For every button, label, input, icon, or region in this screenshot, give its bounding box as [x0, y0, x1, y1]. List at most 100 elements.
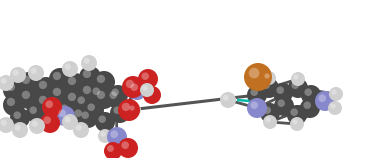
Circle shape: [107, 145, 114, 152]
Circle shape: [18, 72, 40, 94]
Circle shape: [93, 71, 115, 93]
Circle shape: [28, 65, 44, 81]
Circle shape: [10, 67, 26, 83]
Circle shape: [76, 125, 82, 131]
Circle shape: [291, 81, 299, 89]
Circle shape: [7, 83, 15, 91]
Circle shape: [68, 93, 76, 101]
Circle shape: [250, 101, 258, 109]
Circle shape: [65, 64, 71, 70]
Circle shape: [39, 96, 47, 104]
Circle shape: [10, 108, 30, 128]
Circle shape: [106, 88, 126, 108]
Circle shape: [13, 111, 21, 119]
Circle shape: [113, 106, 121, 114]
Circle shape: [110, 130, 118, 138]
Circle shape: [138, 69, 158, 89]
Circle shape: [98, 129, 112, 143]
Circle shape: [292, 119, 298, 125]
Circle shape: [146, 89, 153, 96]
Circle shape: [32, 121, 38, 127]
Circle shape: [276, 86, 284, 94]
Circle shape: [3, 79, 25, 101]
Circle shape: [74, 93, 94, 113]
Circle shape: [29, 118, 45, 134]
Circle shape: [127, 80, 147, 100]
Circle shape: [3, 94, 25, 116]
Circle shape: [65, 117, 71, 123]
Circle shape: [0, 117, 14, 133]
Circle shape: [126, 80, 134, 88]
Circle shape: [71, 106, 91, 126]
Circle shape: [97, 75, 105, 83]
Circle shape: [49, 84, 71, 106]
Circle shape: [12, 122, 28, 138]
Circle shape: [62, 114, 78, 130]
Circle shape: [263, 115, 277, 129]
Circle shape: [22, 91, 30, 99]
Circle shape: [287, 105, 307, 125]
Circle shape: [304, 101, 311, 109]
Circle shape: [98, 115, 106, 123]
Circle shape: [79, 82, 101, 104]
Circle shape: [83, 70, 91, 78]
Circle shape: [129, 105, 135, 111]
Circle shape: [87, 103, 95, 111]
Circle shape: [130, 83, 138, 91]
Circle shape: [223, 95, 229, 101]
Circle shape: [143, 85, 148, 91]
Circle shape: [68, 77, 76, 85]
Circle shape: [304, 88, 312, 96]
Circle shape: [247, 85, 267, 105]
Circle shape: [118, 138, 138, 158]
Circle shape: [143, 86, 161, 104]
Circle shape: [62, 61, 78, 77]
Circle shape: [249, 68, 259, 78]
Circle shape: [293, 74, 299, 80]
Circle shape: [107, 127, 127, 147]
Circle shape: [35, 77, 57, 99]
Circle shape: [81, 111, 89, 119]
Circle shape: [84, 100, 104, 120]
Circle shape: [277, 99, 285, 107]
Circle shape: [73, 122, 89, 138]
Circle shape: [74, 109, 82, 117]
Circle shape: [13, 70, 19, 76]
Circle shape: [121, 141, 129, 149]
Circle shape: [274, 96, 294, 116]
Circle shape: [262, 81, 270, 89]
Circle shape: [127, 103, 141, 117]
Circle shape: [315, 91, 335, 111]
Circle shape: [1, 78, 7, 84]
Circle shape: [77, 96, 85, 104]
Circle shape: [49, 68, 71, 90]
Circle shape: [300, 98, 320, 118]
Circle shape: [329, 87, 343, 101]
Circle shape: [288, 78, 308, 98]
Circle shape: [97, 91, 105, 99]
Circle shape: [45, 100, 53, 108]
Circle shape: [122, 103, 130, 111]
Circle shape: [141, 72, 149, 80]
Circle shape: [118, 99, 140, 121]
Circle shape: [78, 108, 98, 128]
Circle shape: [53, 88, 61, 96]
Circle shape: [140, 83, 154, 97]
Circle shape: [301, 85, 321, 105]
Circle shape: [42, 97, 62, 117]
Circle shape: [53, 72, 61, 80]
Circle shape: [15, 125, 21, 131]
Circle shape: [260, 103, 280, 123]
Circle shape: [93, 87, 115, 109]
Circle shape: [290, 108, 298, 116]
Circle shape: [43, 116, 51, 124]
Circle shape: [109, 91, 117, 99]
Circle shape: [29, 106, 37, 114]
Circle shape: [22, 76, 30, 84]
Circle shape: [332, 89, 337, 95]
Circle shape: [7, 98, 15, 106]
Circle shape: [122, 76, 144, 98]
Circle shape: [318, 94, 326, 102]
Circle shape: [250, 88, 258, 96]
Circle shape: [26, 103, 46, 123]
